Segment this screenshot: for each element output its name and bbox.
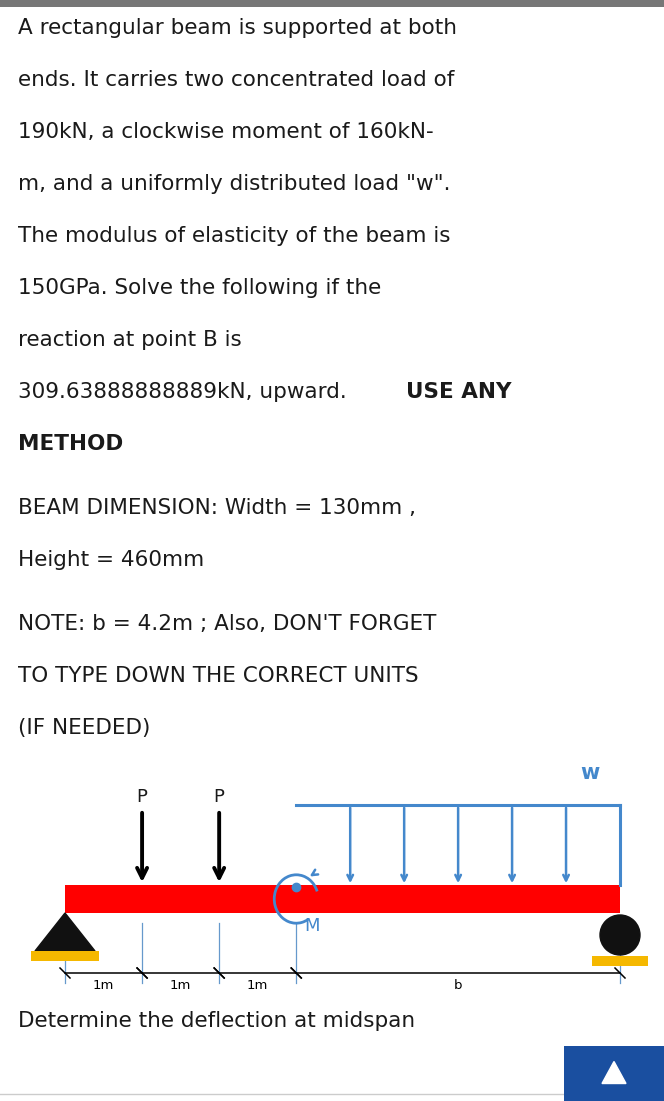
Text: 309.63888888889kN, upward.: 309.63888888889kN, upward.: [18, 382, 354, 402]
Text: 150GPa. Solve the following if the: 150GPa. Solve the following if the: [18, 277, 381, 298]
Text: M: M: [304, 917, 320, 935]
Text: METHOD: METHOD: [18, 434, 124, 454]
Text: m, and a uniformly distributed load "w".: m, and a uniformly distributed load "w".: [18, 174, 450, 194]
Text: P: P: [214, 788, 224, 806]
Text: USE ANY: USE ANY: [406, 382, 511, 402]
Text: (IF NEEDED): (IF NEEDED): [18, 718, 150, 738]
Circle shape: [600, 915, 640, 955]
Text: NOTE: b = 4.2m ; Also, DON'T FORGET: NOTE: b = 4.2m ; Also, DON'T FORGET: [18, 614, 436, 634]
Bar: [564, 1046, 664, 1101]
Text: 1m: 1m: [93, 979, 114, 992]
Polygon shape: [602, 1061, 626, 1083]
Text: 1m: 1m: [170, 979, 191, 992]
Text: BEAM DIMENSION: Width = 130mm ,: BEAM DIMENSION: Width = 130mm ,: [18, 498, 416, 517]
Text: Height = 460mm: Height = 460mm: [18, 550, 205, 570]
Text: The modulus of elasticity of the beam is: The modulus of elasticity of the beam is: [18, 226, 450, 246]
Bar: [0, 0, 664, 7]
Bar: [592, 956, 648, 966]
Text: TO TYPE DOWN THE CORRECT UNITS: TO TYPE DOWN THE CORRECT UNITS: [18, 666, 418, 686]
Text: A rectangular beam is supported at both: A rectangular beam is supported at both: [18, 18, 457, 39]
Bar: [65, 885, 620, 913]
Text: ends. It carries two concentrated load of: ends. It carries two concentrated load o…: [18, 70, 454, 90]
Text: 190kN, a clockwise moment of 160kN-: 190kN, a clockwise moment of 160kN-: [18, 122, 434, 142]
Text: b: b: [454, 979, 462, 992]
Bar: [31, 951, 99, 961]
Text: 1m: 1m: [247, 979, 268, 992]
Text: reaction at point B is: reaction at point B is: [18, 330, 242, 350]
Text: P: P: [137, 788, 147, 806]
Polygon shape: [35, 913, 95, 951]
Text: w: w: [580, 763, 600, 783]
Text: Determine the deflection at midspan: Determine the deflection at midspan: [18, 1011, 415, 1031]
